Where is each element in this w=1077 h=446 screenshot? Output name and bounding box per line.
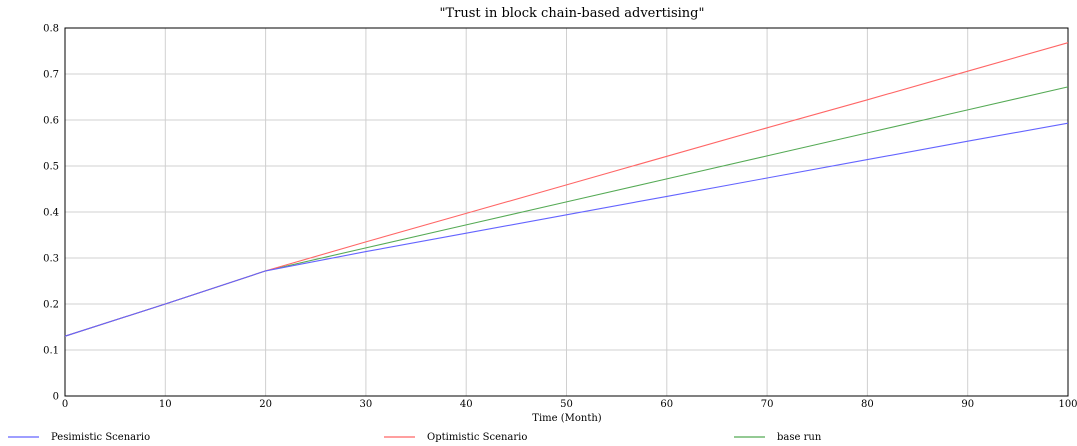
y-tick-label: 0.2	[43, 300, 59, 311]
y-tick-label: 0.3	[43, 254, 59, 265]
x-tick-label: 90	[961, 399, 974, 410]
chart-title: "Trust in block chain-based advertising"	[440, 6, 705, 21]
series-line-pesimistic-scenario	[64, 122, 1069, 337]
x-tick-label: 70	[761, 399, 774, 410]
plot-area-frame	[64, 27, 1069, 397]
axis-tick-labels: 0 10 20 30 40 50 60 70 80 90 100 0 0.1 0.2 0.3 0.4 0.5 0.…	[43, 24, 1077, 411]
y-tick-label: 0.5	[43, 162, 59, 173]
legend-item: Pesimistic Scenario	[8, 432, 150, 443]
x-tick-label: 40	[460, 399, 473, 410]
x-axis-label: Time (Month)	[532, 413, 602, 424]
y-tick-label: 0.1	[43, 346, 59, 357]
x-tick-label: 0	[62, 399, 68, 410]
y-tick-label: 0.8	[43, 24, 59, 35]
x-tick-label: 100	[1058, 399, 1077, 410]
y-tick-label: 0.6	[43, 116, 59, 127]
x-tick-label: 50	[560, 399, 573, 410]
x-tick-label: 20	[259, 399, 272, 410]
legend-label: Optimistic Scenario	[427, 432, 527, 443]
legend-item: Optimistic Scenario	[384, 432, 527, 443]
y-tick-label: 0.4	[43, 208, 59, 219]
legend-item: base run	[734, 432, 822, 443]
x-tick-label: 80	[861, 399, 874, 410]
series-lines	[64, 42, 1069, 337]
x-tick-label: 10	[159, 399, 172, 410]
y-tick-label: 0.7	[43, 70, 59, 81]
y-tick-label: 0	[53, 392, 59, 403]
x-tick-label: 60	[660, 399, 673, 410]
legend-label: Pesimistic Scenario	[51, 432, 150, 443]
x-tick-label: 30	[360, 399, 373, 410]
grid-lines	[64, 27, 1069, 397]
legend: Pesimistic Scenario Optimistic Scenario ba…	[8, 432, 822, 443]
legend-label: base run	[777, 432, 822, 443]
